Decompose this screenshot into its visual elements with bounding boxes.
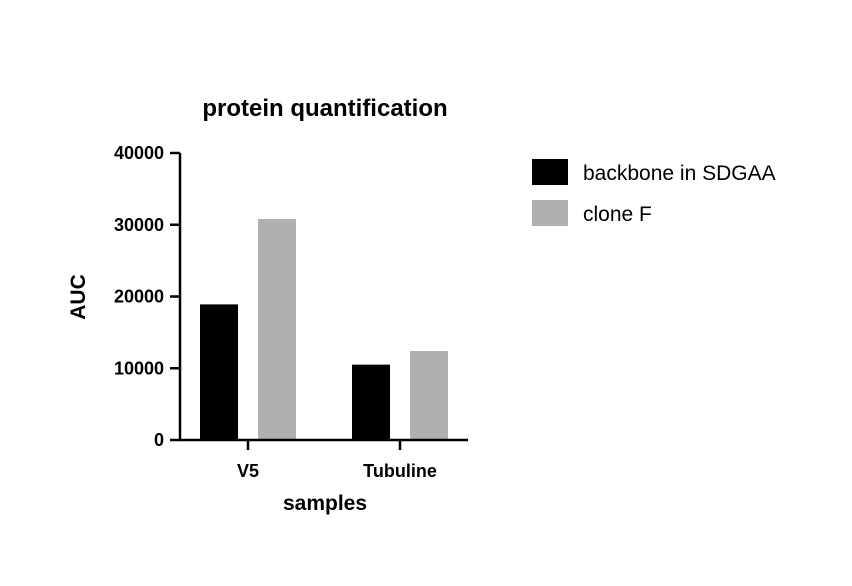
y-tick-label: 30000: [114, 215, 164, 235]
x-ticks: V5 Tubuline: [237, 440, 437, 481]
chart-title: protein quantification: [202, 95, 447, 122]
bar-clone-f-v5: [258, 219, 296, 440]
legend-swatch-backbone: [532, 159, 568, 185]
x-axis-label: samples: [283, 492, 367, 515]
y-tick-label: 40000: [114, 143, 164, 163]
bar-backbone-in-sdgaa-tubuline: [352, 364, 390, 440]
legend-swatch-clone-f: [532, 200, 568, 226]
legend-label-backbone: backbone in SDGAA: [583, 162, 776, 185]
legend-label-clone-f: clone F: [583, 203, 652, 226]
bars-layer: [200, 219, 448, 440]
x-tick-label-tubuline: Tubuline: [363, 461, 437, 481]
legend: backbone in SDGAA clone F: [532, 159, 776, 226]
y-tick-label: 20000: [114, 287, 164, 307]
y-ticks: 0 10000 20000 30000 40000: [114, 143, 180, 450]
x-tick-label-v5: V5: [237, 461, 259, 481]
bar-backbone-in-sdgaa-v5: [200, 304, 238, 440]
y-tick-label: 0: [154, 430, 164, 450]
y-tick-label: 10000: [114, 358, 164, 378]
bar-clone-f-tubuline: [410, 351, 448, 440]
y-axis-label: AUC: [67, 274, 90, 320]
